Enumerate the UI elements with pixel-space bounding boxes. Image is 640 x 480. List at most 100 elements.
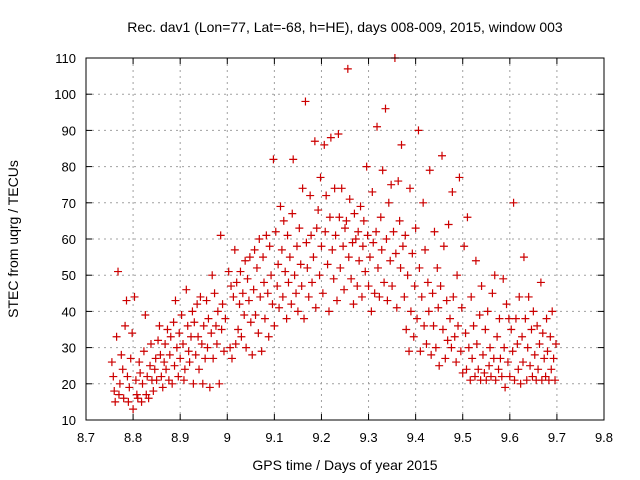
data-point [345, 195, 354, 204]
data-point [211, 321, 220, 330]
data-point [136, 368, 145, 377]
data-point [141, 311, 150, 320]
x-tick-label: 9.7 [548, 430, 566, 445]
data-point [111, 397, 120, 406]
data-point [409, 332, 418, 341]
x-tick-label: 9.5 [454, 430, 472, 445]
data-point [290, 271, 299, 280]
data-point [193, 300, 202, 309]
data-point [196, 292, 205, 301]
data-point [267, 271, 276, 280]
data-point [392, 303, 401, 312]
data-point [449, 292, 458, 301]
data-point [252, 263, 261, 272]
data-point [375, 292, 384, 301]
data-point [198, 379, 207, 388]
data-point [462, 365, 471, 374]
data-point [362, 162, 371, 171]
data-point [435, 361, 444, 370]
data-point [521, 314, 530, 323]
data-point [230, 245, 239, 254]
data-point [524, 292, 533, 301]
data-point [144, 394, 153, 403]
data-point [172, 343, 181, 352]
data-point [115, 379, 124, 388]
data-point [370, 289, 379, 298]
data-point [529, 307, 538, 316]
data-point [359, 216, 368, 225]
data-point [424, 307, 433, 316]
data-point [216, 231, 225, 240]
data-point [227, 282, 236, 291]
data-point [513, 339, 522, 348]
data-point [331, 231, 340, 240]
data-point [118, 365, 127, 374]
data-point [431, 343, 440, 352]
data-point [419, 198, 428, 207]
data-point [436, 282, 445, 291]
data-point [428, 289, 437, 298]
data-point [310, 137, 319, 146]
data-point [549, 354, 558, 363]
data-point [413, 314, 422, 323]
data-point [221, 314, 230, 323]
data-point [386, 256, 395, 265]
data-point [217, 325, 226, 334]
data-point [114, 390, 123, 399]
data-point [238, 289, 247, 298]
data-point [515, 292, 524, 301]
data-point [519, 358, 528, 367]
data-point [468, 354, 477, 363]
data-point [377, 245, 386, 254]
data-point [355, 256, 364, 265]
data-point [315, 271, 324, 280]
data-point [361, 267, 370, 276]
data-point [378, 166, 387, 175]
y-axis-label: STEC from uqrg / TECUs [5, 160, 21, 318]
data-point [183, 321, 192, 330]
data-point [368, 187, 377, 196]
data-point [405, 347, 414, 356]
data-point [155, 321, 164, 330]
data-point [463, 213, 472, 222]
data-point [237, 332, 246, 341]
data-point [433, 263, 442, 272]
data-point [249, 285, 258, 294]
data-point [444, 220, 453, 229]
data-point [341, 224, 349, 233]
data-point [348, 238, 357, 247]
data-point [281, 267, 290, 276]
data-point [300, 314, 309, 323]
data-point [516, 379, 525, 388]
y-tick-label: 10 [62, 413, 76, 428]
x-tick-label: 9.8 [595, 430, 613, 445]
data-point [466, 376, 475, 385]
data-point [151, 354, 160, 363]
data-point [114, 267, 123, 276]
data-point [152, 376, 161, 385]
data-point [474, 365, 483, 374]
y-tick-label: 90 [62, 123, 76, 138]
data-point [259, 253, 268, 262]
data-point [175, 329, 184, 338]
data-point [322, 191, 331, 200]
data-point [490, 271, 499, 280]
data-point [343, 64, 352, 73]
data-point [369, 238, 378, 247]
data-point [351, 235, 360, 243]
x-tick-label: 9 [224, 430, 231, 445]
data-point [403, 271, 412, 280]
data-point [171, 296, 180, 305]
data-point [263, 289, 272, 298]
data-point [472, 339, 481, 348]
data-point [402, 325, 411, 334]
data-point [422, 339, 431, 348]
data-point [425, 166, 434, 175]
data-point [543, 347, 552, 356]
x-tick-label: 9.4 [407, 430, 425, 445]
data-point [126, 354, 135, 363]
data-point [519, 253, 528, 262]
data-point [125, 383, 134, 392]
data-point [163, 325, 172, 334]
data-point [423, 278, 432, 287]
